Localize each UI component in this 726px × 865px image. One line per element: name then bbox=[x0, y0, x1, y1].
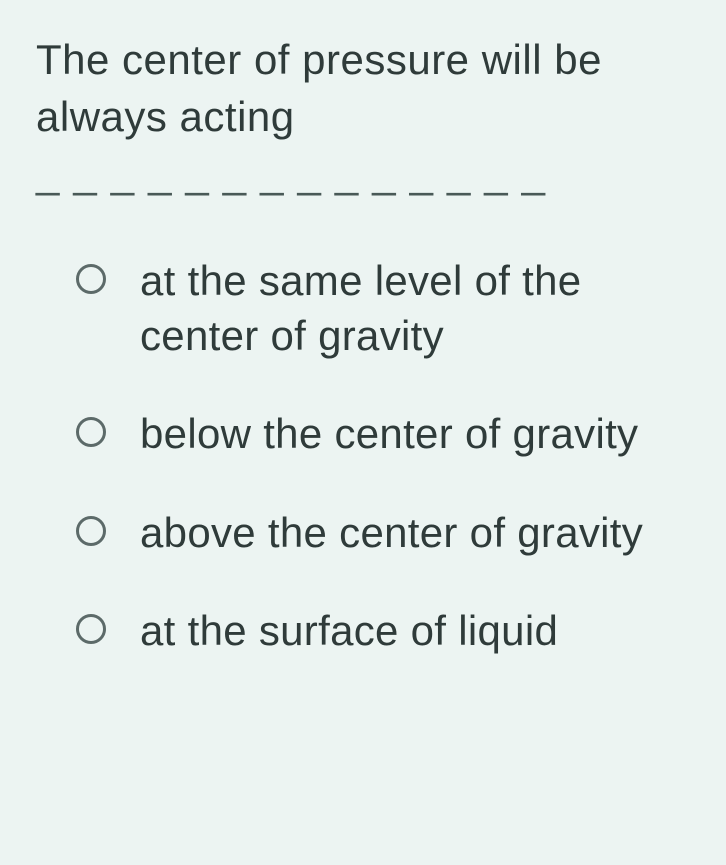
option-label: at the surface of liquid bbox=[140, 604, 558, 659]
question-text: The center of pressure will be always ac… bbox=[36, 32, 690, 202]
radio-icon[interactable] bbox=[76, 417, 106, 447]
question-line-1: The center of pressure will be bbox=[36, 32, 690, 89]
option-3[interactable]: at the surface of liquid bbox=[76, 604, 690, 659]
options-list: at the same level of the center of gravi… bbox=[36, 254, 690, 659]
radio-icon[interactable] bbox=[76, 264, 106, 294]
question-line-2: always acting bbox=[36, 89, 690, 146]
option-1[interactable]: below the center of gravity bbox=[76, 407, 690, 462]
option-2[interactable]: above the center of gravity bbox=[76, 506, 690, 561]
radio-icon[interactable] bbox=[76, 516, 106, 546]
option-label: below the center of gravity bbox=[140, 407, 638, 462]
option-label: above the center of gravity bbox=[140, 506, 643, 561]
option-0[interactable]: at the same level of the center of gravi… bbox=[76, 254, 690, 363]
question-blank: ______________ bbox=[36, 149, 559, 196]
radio-icon[interactable] bbox=[76, 614, 106, 644]
option-label: at the same level of the center of gravi… bbox=[140, 254, 690, 363]
